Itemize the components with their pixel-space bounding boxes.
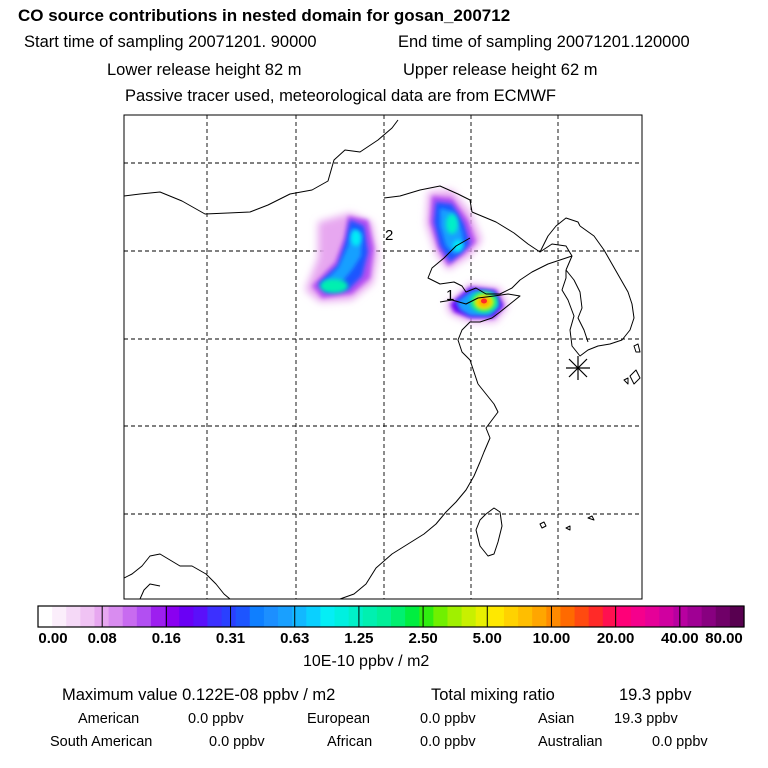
colorbar-swatch [645, 606, 660, 627]
colorbar-swatch [588, 606, 604, 627]
region-value-american: 0.0 ppbv [188, 711, 244, 727]
colorbar-swatch [38, 606, 53, 627]
colorbar-swatch [66, 606, 81, 627]
colorbar-swatch [405, 606, 420, 627]
colorbar-tick-label: 0.00 [38, 630, 68, 647]
colorbar-swatch [518, 606, 533, 627]
colorbar-swatch [631, 606, 646, 627]
upper-release-height-label: Upper release height 62 m [403, 61, 598, 79]
release-label-1: 1 [446, 287, 454, 304]
colorbar-swatch [659, 606, 674, 627]
colorbar-swatch [193, 606, 209, 627]
start-time-label: Start time of sampling 20071201. 90000 [24, 33, 317, 51]
receptor-asterisk-icon [566, 356, 590, 380]
colorbar-swatch [602, 606, 618, 627]
region-value-australian: 0.0 ppbv [652, 734, 708, 750]
region-name-european: European [307, 711, 370, 727]
region-name-american: American [78, 711, 140, 727]
region-value-asian: 19.3 ppbv [614, 711, 678, 727]
colorbar-swatch [560, 606, 576, 627]
colorbar-tick-label: 10.00 [532, 630, 571, 647]
region-value-european: 0.0 ppbv [420, 711, 476, 727]
colorbar-tick-label: 0.31 [215, 630, 246, 647]
colorbar-swatch [235, 606, 251, 627]
map-frame [123, 114, 643, 600]
colorbar-swatch [320, 606, 336, 627]
colorbar-swatch [165, 606, 180, 627]
colorbar-swatch [616, 606, 632, 627]
coastlines [124, 119, 641, 599]
region-name-african: African [327, 734, 373, 750]
colorbar-swatch [503, 606, 519, 627]
region-value-south-american: 0.0 ppbv [209, 734, 265, 750]
colorbar-swatch [532, 606, 547, 627]
total-mixing-ratio-value: 19.3 ppbv [619, 686, 692, 704]
colorbar-tick-label: 80.00 [705, 630, 743, 647]
colorbar-swatch [292, 606, 307, 627]
colorbar-swatch [475, 606, 491, 627]
lower-release-height-label: Lower release height 82 m [107, 61, 302, 79]
colorbar-swatch [263, 606, 279, 627]
colorbar-swatch [249, 606, 265, 627]
colorbar-frame [37, 605, 745, 628]
colorbar-swatch [122, 606, 138, 627]
colorbar [38, 606, 745, 627]
colorbar-swatch [376, 606, 392, 627]
colorbar-swatch [391, 606, 406, 627]
colorbar-tick-label: 0.63 [280, 630, 310, 647]
colorbar-swatch [108, 606, 124, 627]
total-mixing-ratio-label: Total mixing ratio [431, 686, 555, 704]
colorbar-ticks [101, 606, 681, 627]
colorbar-tick-label: 1.25 [344, 630, 374, 647]
colorbar-tick-label: 5.00 [472, 630, 502, 647]
colorbar-tick-label: 0.16 [151, 630, 181, 647]
colorbar-swatch [52, 606, 67, 627]
colorbar-swatch [546, 606, 562, 627]
colorbar-swatch [348, 606, 364, 627]
max-value-label: Maximum value 0.122E-08 ppbv / m2 [62, 686, 336, 704]
colorbar-swatch [150, 606, 166, 627]
tracer-note: Passive tracer used, meteorological data… [125, 87, 556, 105]
map-gridlines [124, 115, 642, 599]
colorbar-unit: 10E-10 ppbv / m2 [303, 653, 430, 670]
colorbar-swatch [207, 606, 223, 627]
region-value-african: 0.0 ppbv [420, 734, 476, 750]
colorbar-swatch [419, 606, 434, 627]
map-title: CO source contributions in nested domain… [18, 6, 511, 25]
plume-east [446, 284, 508, 322]
colorbar-swatch [221, 606, 237, 627]
plume-west [305, 213, 378, 302]
colorbar-swatch [701, 606, 717, 627]
colorbar-swatch [136, 606, 152, 627]
release-label-2: 2 [385, 227, 393, 244]
colorbar-tick-label: 40.00 [661, 630, 699, 647]
colorbar-swatch [489, 606, 505, 627]
colorbar-swatch [673, 606, 689, 627]
region-name-australian: Australian [538, 734, 603, 750]
colorbar-swatch [433, 606, 449, 627]
region-name-south-american: South American [50, 734, 153, 750]
colorbar-tick-label: 0.08 [87, 630, 117, 647]
colorbar-swatch [687, 606, 703, 627]
region-name-asian: Asian [538, 711, 575, 727]
colorbar-tick-label: 2.50 [408, 630, 438, 647]
colorbar-swatch [715, 606, 731, 627]
colorbar-swatch [278, 606, 293, 627]
colorbar-tick-label: 20.00 [596, 630, 635, 647]
plume-north [426, 190, 482, 270]
colorbar-swatch [179, 606, 194, 627]
colorbar-swatch [461, 606, 477, 627]
end-time-label: End time of sampling 20071201.120000 [398, 33, 690, 51]
colorbar-swatch [729, 606, 745, 627]
colorbar-swatch [447, 606, 463, 627]
colorbar-swatch [574, 606, 590, 627]
colorbar-swatch [334, 606, 350, 627]
colorbar-swatch [80, 606, 96, 627]
colorbar-swatch [362, 606, 378, 627]
colorbar-swatch [306, 606, 321, 627]
